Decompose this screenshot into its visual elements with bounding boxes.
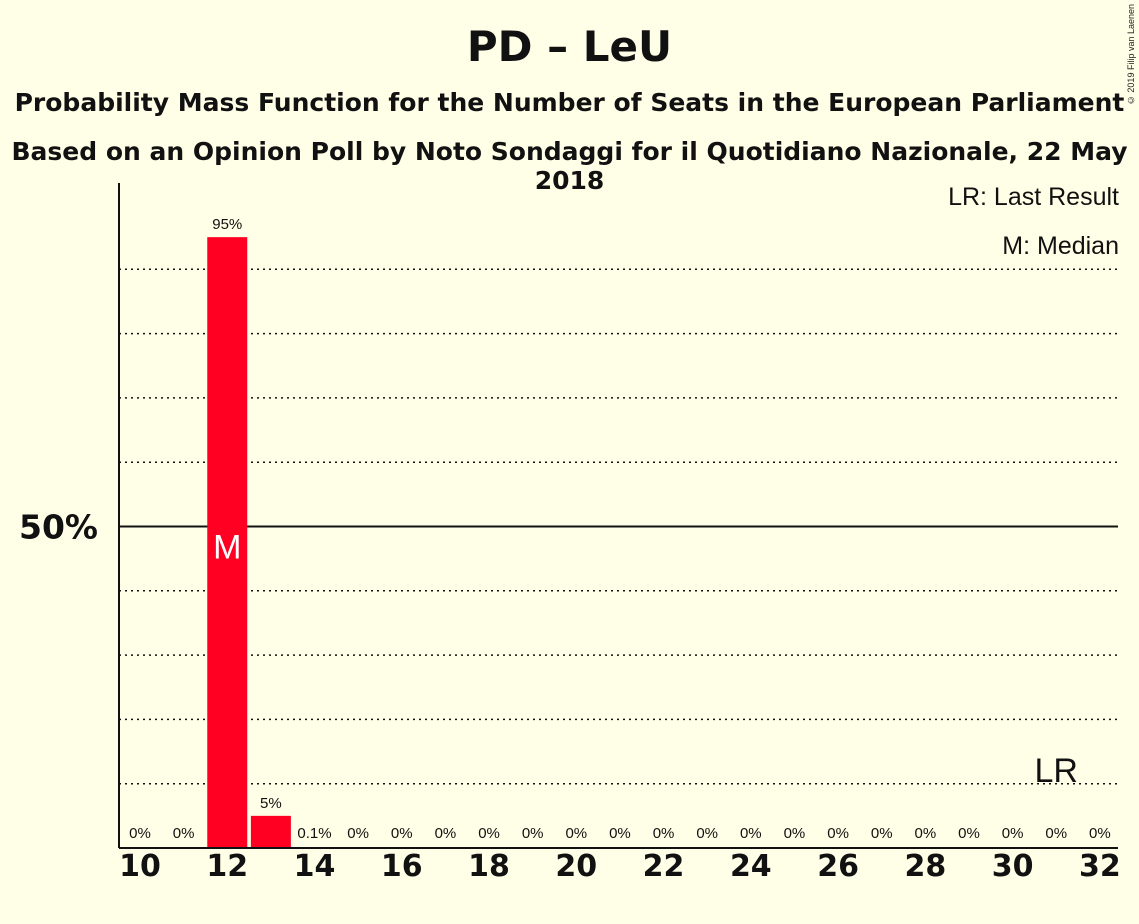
data-label: 0.1% (297, 825, 331, 842)
x-tick-label: 12 (206, 849, 248, 884)
x-tick-label: 30 (992, 849, 1034, 884)
x-tick-label: 20 (555, 849, 597, 884)
data-label: 0% (1002, 825, 1024, 842)
data-label: 0% (871, 825, 893, 842)
data-label: 0% (391, 825, 413, 842)
last-result-marker: LR (1034, 752, 1077, 790)
data-label: 0% (740, 825, 762, 842)
data-label: 0% (827, 825, 849, 842)
data-label: 0% (347, 825, 369, 842)
data-label: 0% (522, 825, 544, 842)
data-label: 5% (260, 795, 282, 812)
x-tick-label: 18 (468, 849, 510, 884)
data-label: 0% (478, 825, 500, 842)
x-tick-label: 32 (1079, 849, 1121, 884)
chart-title: PD – LeU (466, 22, 673, 71)
x-tick-label: 26 (817, 849, 859, 884)
y-tick-label: 50% (19, 508, 98, 547)
chart-subtitle-1: Probability Mass Function for the Number… (14, 88, 1125, 117)
data-label: 0% (653, 825, 675, 842)
data-label: 0% (1045, 825, 1067, 842)
data-label: 95% (212, 216, 242, 233)
chart-subtitle-2: Based on an Opinion Poll by Noto Sondagg… (11, 137, 1128, 195)
data-label: 0% (914, 825, 936, 842)
x-tick-label: 16 (381, 849, 423, 884)
data-label: 0% (565, 825, 587, 842)
bar-seat-13 (250, 815, 291, 848)
data-label: 0% (173, 825, 195, 842)
data-label: 0% (609, 825, 631, 842)
legend-median: M: Median (1002, 232, 1119, 260)
x-tick-label: 14 (294, 849, 336, 884)
data-label: 0% (1089, 825, 1111, 842)
legend-last-result: LR: Last Result (948, 183, 1119, 211)
data-label: 0% (784, 825, 806, 842)
x-tick-label: 10 (119, 849, 161, 884)
data-label: 0% (958, 825, 980, 842)
bar-seat-12 (207, 237, 248, 848)
data-label: 0% (435, 825, 457, 842)
x-tick-label: 24 (730, 849, 772, 884)
data-label: 0% (696, 825, 718, 842)
data-label: 0% (129, 825, 151, 842)
median-marker: M (213, 529, 241, 567)
x-tick-label: 28 (904, 849, 946, 884)
x-tick-label: 22 (643, 849, 685, 884)
